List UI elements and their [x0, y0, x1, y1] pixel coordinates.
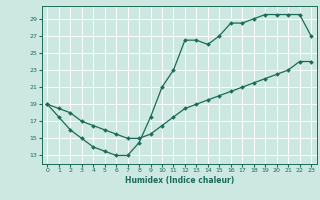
- X-axis label: Humidex (Indice chaleur): Humidex (Indice chaleur): [124, 176, 234, 185]
